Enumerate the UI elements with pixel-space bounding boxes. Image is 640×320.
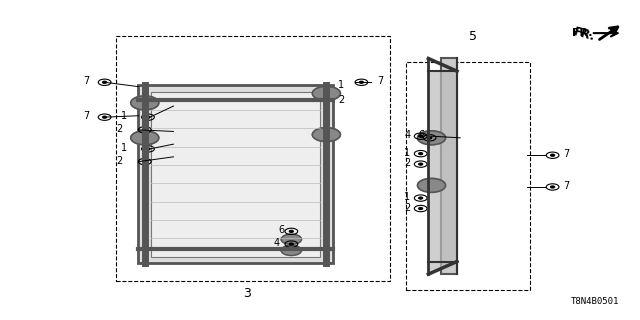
Text: 7: 7 [83,111,90,121]
Circle shape [281,234,301,244]
Circle shape [360,81,364,83]
Text: 1: 1 [338,79,344,90]
Text: 2: 2 [404,203,410,212]
Text: 2: 2 [116,156,122,166]
Circle shape [146,148,150,150]
Text: 1: 1 [404,148,410,158]
Text: 2: 2 [338,95,344,105]
Text: FR.: FR. [572,28,592,38]
Text: 7: 7 [563,181,570,191]
Text: 4: 4 [404,130,410,140]
Text: 7: 7 [378,76,383,86]
Circle shape [419,163,422,165]
Circle shape [419,208,422,210]
Circle shape [143,161,147,163]
FancyBboxPatch shape [138,85,333,263]
Text: 3: 3 [243,287,251,300]
Circle shape [131,96,159,110]
Circle shape [131,131,159,145]
Circle shape [102,81,106,83]
Circle shape [417,131,445,145]
Text: 6: 6 [419,130,425,140]
Text: 2: 2 [116,124,122,134]
Circle shape [419,197,422,199]
Text: 1: 1 [404,192,410,203]
Polygon shape [428,71,457,274]
Circle shape [143,129,147,131]
Text: T8N4B0501: T8N4B0501 [571,297,620,306]
Circle shape [312,128,340,142]
Circle shape [417,178,445,192]
Text: 4: 4 [274,238,280,248]
Circle shape [428,137,431,139]
Text: 6: 6 [279,225,285,235]
Text: 5: 5 [469,30,477,43]
Circle shape [289,230,293,232]
Circle shape [289,243,293,245]
Circle shape [102,116,106,118]
FancyBboxPatch shape [151,92,320,257]
Text: 7: 7 [83,76,90,86]
Circle shape [281,245,301,255]
Circle shape [550,154,554,156]
Circle shape [146,116,150,118]
Text: 1: 1 [122,111,127,121]
Text: 2: 2 [404,158,410,168]
Circle shape [312,86,340,100]
Text: 7: 7 [563,149,570,159]
FancyBboxPatch shape [441,59,457,274]
Text: FR.: FR. [572,26,596,44]
Circle shape [550,186,554,188]
Text: 1: 1 [122,143,127,153]
Circle shape [419,135,422,137]
Circle shape [419,153,422,155]
